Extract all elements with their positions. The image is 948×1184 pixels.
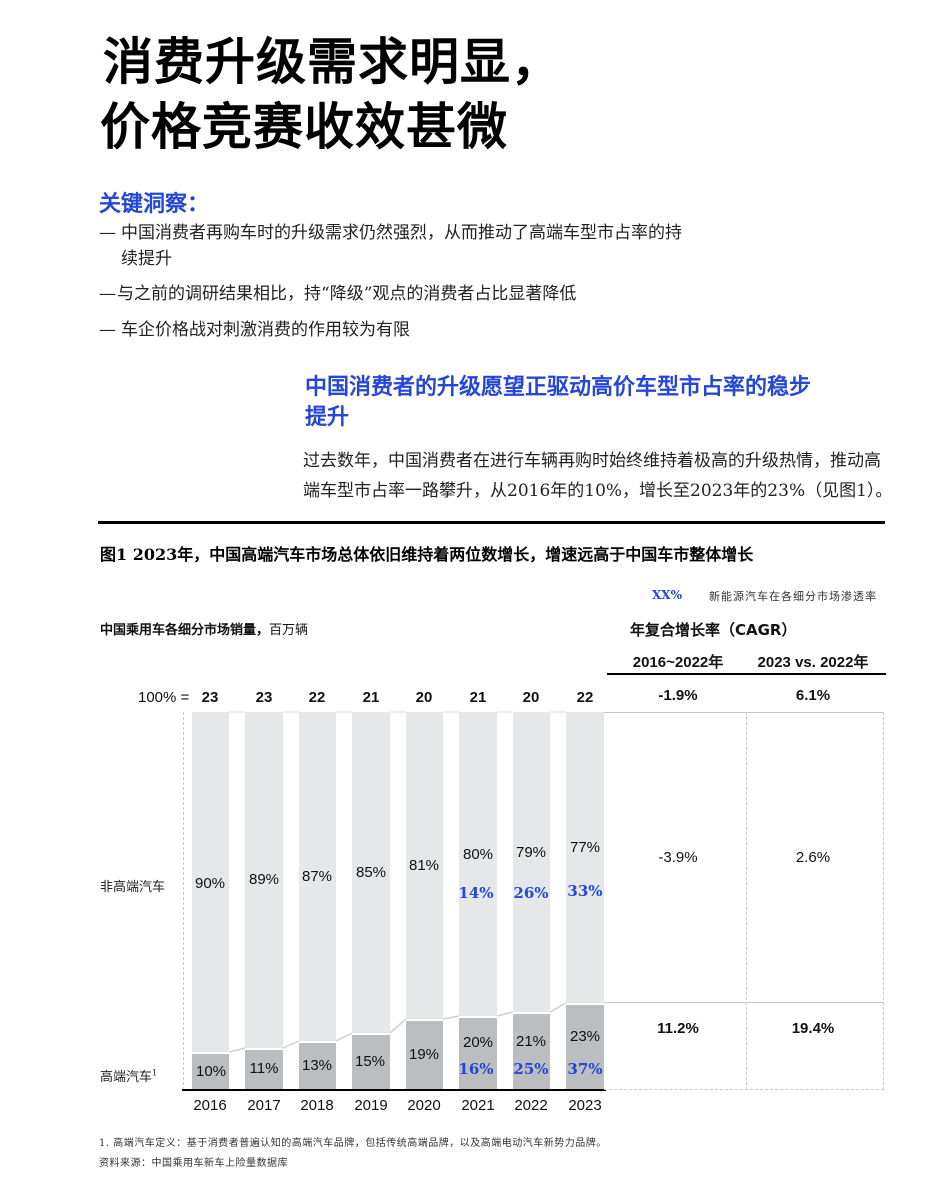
dash-bullet-icon: — bbox=[99, 284, 116, 304]
cagr-total-2016-2022: -1.9% bbox=[658, 687, 698, 704]
insight-text: 车企价格战对刺激消费的作用较为有限 bbox=[121, 320, 410, 340]
cagr-col-2016-2022: 2016~2022年 bbox=[632, 654, 724, 671]
premium-share-2022: 21% bbox=[515, 1033, 547, 1050]
bar-total-2023: 22 bbox=[576, 689, 594, 706]
nev-non-premium-2021: 14% bbox=[458, 884, 494, 902]
bar-2019 bbox=[352, 712, 390, 1090]
footnote-definition: 1. 高端汽车定义：基于消费者普遍认知的高端汽车品牌，包括传统高端品牌，以及高端… bbox=[99, 1138, 607, 1149]
bar-total-2020: 20 bbox=[415, 689, 433, 706]
legend-nev-marker: XX% bbox=[652, 588, 683, 602]
bar-segment-non-premium bbox=[459, 712, 497, 1016]
x-tick-2018: 2018 bbox=[300, 1097, 334, 1114]
bar-total-2017: 23 bbox=[255, 689, 273, 706]
bar-segment-premium bbox=[513, 1012, 550, 1090]
non-premium-share-2020: 81% bbox=[408, 857, 440, 874]
non-premium-share-2016: 90% bbox=[194, 875, 226, 892]
x-tick-2019: 2019 bbox=[354, 1097, 388, 1114]
insight-text: 中国消费者再购车时的升级需求仍然强烈，从而推动了高端车型市占率的持 续提升 bbox=[121, 220, 711, 272]
premium-share-2019: 15% bbox=[354, 1053, 386, 1070]
section-divider bbox=[98, 521, 885, 524]
cagr-table-top-rule bbox=[604, 712, 884, 713]
y-axis-guide bbox=[183, 712, 184, 1090]
cagr-premium-2016-2022: 11.2% bbox=[657, 1020, 699, 1037]
bar-total-2019: 21 bbox=[362, 689, 380, 706]
non-premium-share-2021: 80% bbox=[462, 846, 494, 863]
footnote-source: 资料来源：中国乘用车新车上险量数据库 bbox=[99, 1158, 288, 1169]
bar-segment-premium bbox=[459, 1016, 497, 1090]
nev-premium-2021: 16% bbox=[458, 1060, 494, 1078]
insight-text: 与之前的调研结果相比，持“降级”观点的消费者占比显著降低 bbox=[117, 284, 577, 304]
insight-text-line: 续提升 bbox=[121, 249, 172, 269]
section-subheading-line: 中国消费者的升级愿望正驱动高价车型市占率的稳步 bbox=[305, 375, 812, 400]
nev-non-premium-2023: 33% bbox=[567, 882, 603, 900]
bar-total-2016: 23 bbox=[201, 689, 219, 706]
total-prefix-label: 100% = bbox=[138, 689, 190, 706]
bar-total-2022: 20 bbox=[522, 689, 540, 706]
cagr-table-col-divider bbox=[746, 712, 747, 1090]
row-label-text: 高端汽车 bbox=[100, 1070, 153, 1085]
x-tick-2017: 2017 bbox=[247, 1097, 281, 1114]
non-premium-share-2022: 79% bbox=[515, 844, 547, 861]
cagr-title: 年复合增长率（CAGR） bbox=[630, 621, 797, 639]
cagr-non-premium-2023-vs-2022: 2.6% bbox=[795, 849, 831, 866]
page-title-line-1: 消费升级需求明显， bbox=[103, 33, 562, 91]
x-tick-2022: 2022 bbox=[514, 1097, 548, 1114]
bar-2016 bbox=[192, 712, 229, 1090]
x-tick-2020: 2020 bbox=[407, 1097, 441, 1114]
section-subheading: 中国消费者的升级愿望正驱动高价车型市占率的稳步 提升 bbox=[305, 373, 811, 433]
premium-share-2020: 19% bbox=[408, 1046, 440, 1063]
bar-2017 bbox=[245, 712, 283, 1090]
non-premium-share-2018: 87% bbox=[301, 868, 333, 885]
cagr-col-2023-vs-2022: 2023 vs. 2022年 bbox=[757, 654, 869, 671]
nev-premium-2022: 25% bbox=[513, 1060, 549, 1078]
non-premium-share-2017: 89% bbox=[248, 871, 280, 888]
section-paragraph: 过去数年，中国消费者在进行车辆再购时始终维持着极高的升级热情，推动高 端车型市占… bbox=[303, 446, 893, 506]
cagr-premium-2023-vs-2022: 19.4% bbox=[791, 1020, 835, 1037]
row-label-non-premium: 非高端汽车 bbox=[100, 880, 166, 895]
non-premium-share-2019: 85% bbox=[355, 864, 387, 881]
bar-2020 bbox=[406, 712, 443, 1090]
bar-total-2021: 21 bbox=[469, 689, 487, 706]
section-subheading-line: 提升 bbox=[305, 405, 350, 430]
axis-title-text: 中国乘用车各细分市场销量， bbox=[100, 623, 270, 638]
bar-total-2018: 22 bbox=[308, 689, 326, 706]
nev-premium-2023: 37% bbox=[567, 1060, 603, 1078]
cagr-header-rule bbox=[607, 673, 886, 675]
premium-share-2023: 23% bbox=[569, 1028, 601, 1045]
insight-item: — 车企价格战对刺激消费的作用较为有限 bbox=[99, 317, 719, 343]
footnote-ref: 1 bbox=[152, 1068, 158, 1078]
axis-unit-text: 百万辆 bbox=[269, 623, 309, 638]
dash-bullet-icon: — bbox=[99, 223, 116, 243]
paragraph-line: 端车型市占率一路攀升，从2016年的10%，增长至2023年的23%（见图1）。 bbox=[303, 481, 893, 501]
insight-text-line: 中国消费者再购车时的升级需求仍然强烈，从而推动了高端车型市占率的持 bbox=[121, 223, 682, 243]
x-axis-baseline bbox=[182, 1089, 606, 1091]
x-tick-2021: 2021 bbox=[461, 1097, 495, 1114]
x-tick-2023: 2023 bbox=[568, 1097, 602, 1114]
insight-item: — 中国消费者再购车时的升级需求仍然强烈，从而推动了高端车型市占率的持 续提升 bbox=[99, 220, 719, 272]
legend-nev-text: 新能源汽车在各细分市场渗透率 bbox=[709, 590, 877, 603]
figure-title: 图1 2023年，中国高端汽车市场总体依旧维持着两位数增长，增速远高于中国车市整… bbox=[100, 545, 754, 564]
page-title-line-2: 价格竞赛收效甚微 bbox=[100, 98, 508, 156]
bar-segment-non-premium bbox=[513, 712, 550, 1012]
bar-segment-non-premium bbox=[566, 712, 604, 1003]
cagr-total-2023-vs-2022: 6.1% bbox=[795, 687, 831, 704]
left-axis-title: 中国乘用车各细分市场销量，百万辆 bbox=[100, 619, 308, 638]
x-tick-2016: 2016 bbox=[193, 1097, 227, 1114]
cagr-table-row-divider bbox=[604, 1002, 884, 1003]
nev-non-premium-2022: 26% bbox=[513, 884, 549, 902]
premium-share-2017: 11% bbox=[249, 1060, 279, 1077]
row-label-premium: 高端汽车1 bbox=[100, 1066, 157, 1085]
insight-item: — 与之前的调研结果相比，持“降级”观点的消费者占比显著降低 bbox=[99, 281, 719, 307]
premium-share-2018: 13% bbox=[301, 1057, 333, 1074]
non-premium-share-2023: 77% bbox=[569, 839, 601, 856]
premium-share-2016: 10% bbox=[195, 1063, 227, 1080]
cagr-non-premium-2016-2022: -3.9% bbox=[658, 849, 698, 866]
premium-share-2021: 20% bbox=[462, 1034, 494, 1051]
dash-bullet-icon: — bbox=[99, 320, 116, 340]
bar-2018 bbox=[299, 712, 336, 1090]
key-insights-heading: 关键洞察： bbox=[99, 192, 210, 217]
paragraph-line: 过去数年，中国消费者在进行车辆再购时始终维持着极高的升级热情，推动高 bbox=[303, 451, 881, 471]
